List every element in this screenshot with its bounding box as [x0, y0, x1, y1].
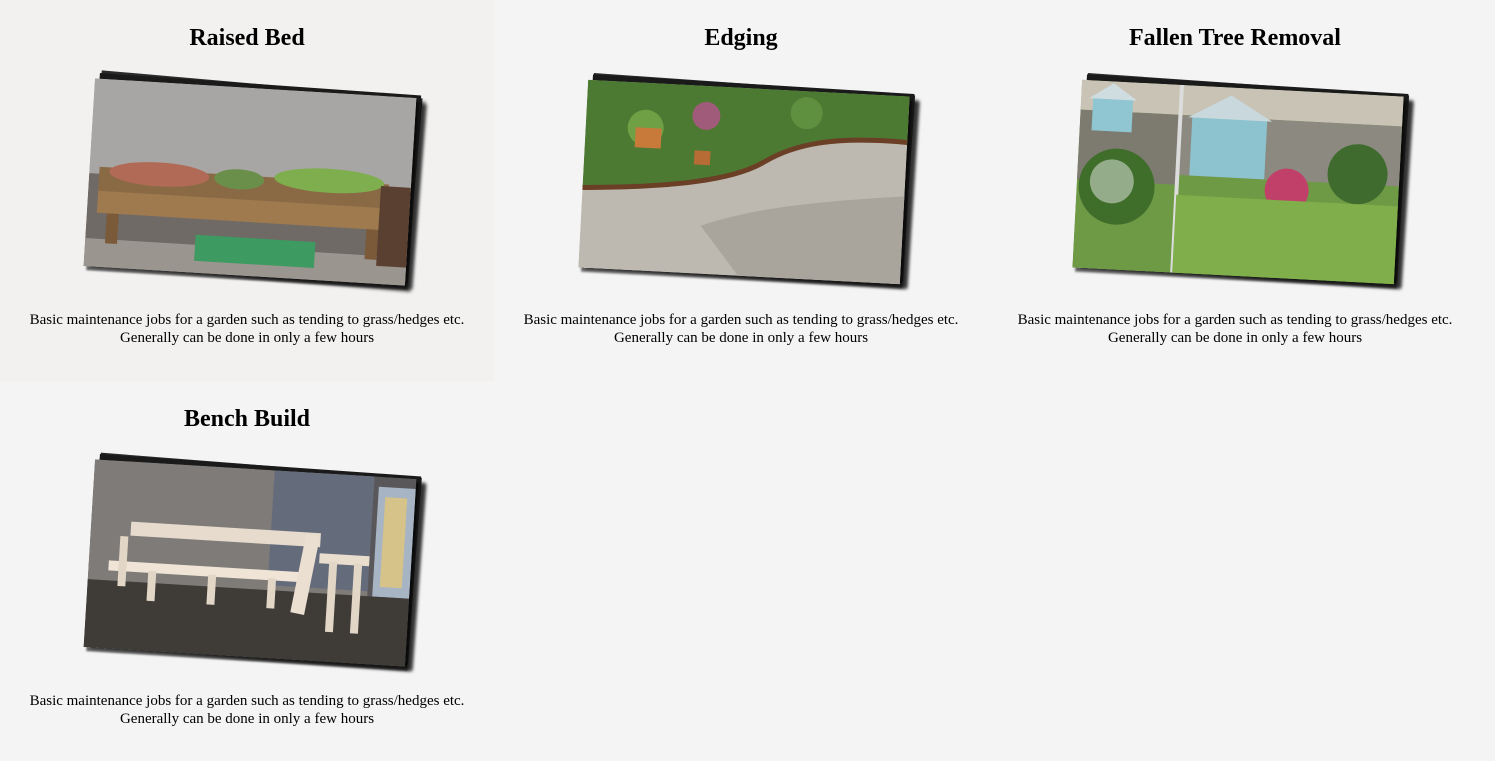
card-description-line-1: Basic maintenance jobs for a garden such… — [523, 312, 959, 328]
card-description: Basic maintenance jobs for a garden such… — [20, 692, 474, 728]
card-description: Basic maintenance jobs for a garden such… — [1008, 311, 1462, 347]
card-description-line-2: Generally can be done in only a few hour… — [1107, 330, 1363, 346]
photo-stack[interactable] — [83, 70, 435, 302]
card-description: Basic maintenance jobs for a garden such… — [20, 311, 474, 347]
bench-build-photo — [83, 459, 417, 667]
card-description-line-2: Generally can be done in only a few hour… — [119, 330, 375, 346]
service-card-fallen-tree-removal[interactable]: Fallen Tree Removal — [988, 0, 1482, 381]
card-description-line-2: Generally can be done in only a few hour… — [119, 711, 375, 727]
service-card-bench-build[interactable]: Bench Build — [0, 381, 494, 761]
card-description-line-1: Basic maintenance jobs for a garden such… — [29, 312, 465, 328]
card-description: Basic maintenance jobs for a garden such… — [514, 311, 968, 347]
card-description-line-1: Basic maintenance jobs for a garden such… — [29, 693, 465, 709]
card-title: Fallen Tree Removal — [1129, 25, 1341, 51]
service-card-edging[interactable]: Edging Basic maintenance jobs for — [494, 0, 988, 381]
card-description-line-2: Generally can be done in only a few hour… — [613, 330, 869, 346]
raised-bed-photo — [83, 78, 417, 286]
photo-stack[interactable] — [83, 451, 435, 683]
card-title: Bench Build — [183, 406, 311, 432]
card-title: Edging — [704, 25, 778, 51]
fallen-tree-removal-photo — [1072, 79, 1404, 285]
service-card-raised-bed[interactable]: Raised Bed — [0, 0, 494, 381]
photo-stack[interactable] — [1072, 70, 1423, 302]
photo-stack[interactable] — [578, 70, 929, 302]
card-title: Raised Bed — [189, 25, 305, 51]
edging-photo — [578, 79, 910, 285]
card-description-line-1: Basic maintenance jobs for a garden such… — [1017, 312, 1453, 328]
